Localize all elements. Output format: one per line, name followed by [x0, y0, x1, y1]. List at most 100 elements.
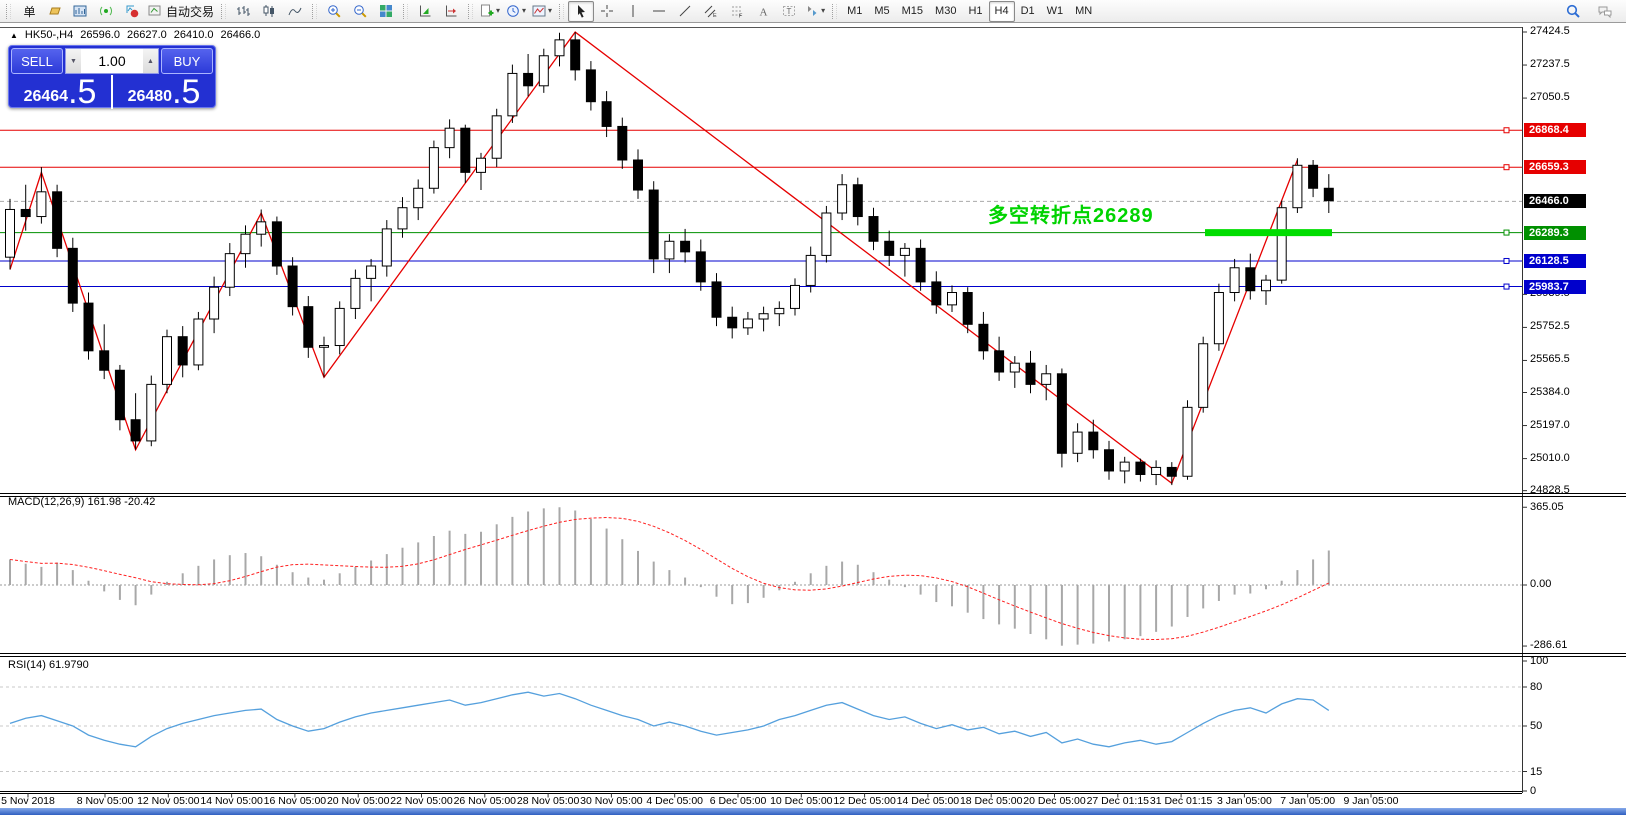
svg-text:E: E [713, 13, 717, 18]
auto-trading-icon [148, 5, 161, 16]
text-label-icon: T [783, 6, 796, 16]
timeframe-m1-button[interactable]: M1 [847, 5, 863, 17]
chart-period-button[interactable]: ▾ [503, 1, 529, 22]
crosshair-icon [601, 5, 614, 17]
timeframe-h1-button[interactable]: H1 [968, 5, 983, 17]
arrows-button[interactable]: ▾ [802, 1, 828, 22]
vertical-line-button[interactable] [620, 1, 646, 22]
time-axis-label: 7 Jan 05:00 [1280, 795, 1336, 807]
macd-axis-tick: 0.00 [1530, 578, 1552, 590]
arrange-a-button[interactable] [412, 1, 438, 22]
symbol-name: HK50-,H4 [24, 29, 74, 41]
zoom-in-button[interactable] [321, 1, 347, 22]
fibonacci-button[interactable]: F [724, 1, 750, 22]
timeframe-m15-button[interactable]: M15 [901, 5, 924, 17]
toolbar-group-handle [312, 3, 318, 19]
chat-icon [1598, 6, 1612, 18]
time-axis-label: 20 Nov 05:00 [326, 795, 390, 807]
arrange-a-icon [420, 5, 431, 17]
time-axis-label: 26 Nov 05:00 [453, 795, 517, 807]
timeframe-h4-button[interactable]: H4 [988, 0, 1015, 22]
cursor-icon [578, 5, 586, 18]
svg-text:A: A [760, 7, 768, 19]
price-axis-tick: 25010.0 [1530, 451, 1570, 464]
market-button[interactable] [119, 1, 145, 22]
sell-button[interactable]: SELL [11, 48, 63, 74]
toolbar-group-handle [559, 3, 565, 19]
sell-price[interactable]: 26464 .5 [9, 75, 112, 109]
time-axis-label: 10 Dec 05:00 [770, 795, 833, 807]
quote-close: 26466.0 [220, 29, 261, 41]
text-icon: A [760, 7, 768, 19]
text-button[interactable]: A [750, 1, 776, 22]
timeframe-m30-button[interactable]: M30 [935, 5, 957, 17]
timeframe-d1-button[interactable]: D1 [1020, 5, 1035, 17]
candle-chart-button[interactable] [256, 1, 282, 22]
crosshair-button[interactable] [594, 1, 620, 22]
text-label-button[interactable]: T [776, 1, 802, 22]
auto-trading-button[interactable]: 自动交易 [145, 1, 217, 22]
window-bottom-strip [0, 808, 1626, 815]
time-axis-label: 27 Dec 01:15 [1086, 795, 1150, 807]
gold-button[interactable] [41, 1, 67, 22]
bar-chart-icon [237, 6, 251, 16]
timeframe-mn-button[interactable]: MN [1075, 5, 1093, 17]
arrange-b-button[interactable] [438, 1, 464, 22]
chart-frames [0, 27, 1626, 794]
rsi-axis-tick: 50 [1530, 720, 1543, 732]
chat-button[interactable] [1592, 1, 1618, 22]
trendline-icon [679, 5, 691, 17]
volume-decrease-button[interactable]: ▼ [66, 49, 81, 73]
price-badge: 26868.4 [1524, 123, 1586, 138]
time-axis-label: 9 Jan 05:00 [1343, 795, 1399, 807]
candles-layer [5, 32, 1334, 486]
chart-template-button[interactable]: ▾ [529, 1, 555, 22]
new-chart-button[interactable]: ▾ [477, 1, 503, 22]
time-axis-label: 28 Nov 05:00 [516, 795, 580, 807]
equidistant-channel-button[interactable]: E [698, 1, 724, 22]
candle-chart-icon [263, 5, 275, 17]
time-axis-label: 6 Dec 05:00 [709, 795, 767, 807]
arrows-icon [808, 6, 817, 16]
time-axis-label: 18 Dec 05:00 [959, 795, 1023, 807]
rsi-axis-tick: 80 [1530, 681, 1543, 693]
price-axis-tick: 27237.5 [1530, 58, 1570, 71]
volume-input[interactable] [81, 49, 143, 73]
new-order-button[interactable]: 单 [15, 1, 41, 22]
time-axis-label: 14 Dec 05:00 [896, 795, 960, 807]
trendline-button[interactable] [672, 1, 698, 22]
price-badge: 26128.5 [1524, 253, 1586, 268]
rsi-axis-tick: 100 [1530, 655, 1549, 667]
time-axis-label: 16 Nov 05:00 [263, 795, 327, 807]
price-axis-tick: 27050.5 [1530, 91, 1570, 104]
signals-icon [100, 6, 112, 16]
rsi-pane [0, 686, 1522, 772]
time-axis-label: 31 Dec 01:15 [1149, 795, 1213, 807]
volume-box: ▼ ▲ [65, 48, 159, 74]
price-badge: 26466.0 [1524, 194, 1586, 209]
buy-price[interactable]: 26480 .5 [112, 75, 215, 109]
search-button[interactable] [1560, 1, 1586, 22]
line-chart-button[interactable] [282, 1, 308, 22]
charts-window-button[interactable] [67, 1, 93, 22]
zoom-out-button[interactable] [347, 1, 373, 22]
timeframe-w1-button[interactable]: W1 [1046, 5, 1064, 17]
macd-pane [0, 507, 1522, 646]
signals-button[interactable] [93, 1, 119, 22]
buy-button[interactable]: BUY [161, 48, 213, 74]
time-axis-label: 4 Dec 05:00 [646, 795, 703, 807]
bar-chart-button[interactable] [230, 1, 256, 22]
time-axis-label: 22 Nov 05:00 [390, 795, 453, 807]
horizontal-line-button[interactable] [646, 1, 672, 22]
volume-increase-button[interactable]: ▲ [143, 49, 158, 73]
toolbar-group-handle [403, 3, 409, 19]
rsi-axis-tick: 0 [1530, 785, 1537, 797]
market-icon [126, 5, 139, 18]
timeframe-m5-button[interactable]: M5 [874, 5, 890, 17]
time-axis-label: 14 Nov 05:00 [200, 795, 263, 807]
chart-period-icon [507, 5, 519, 17]
cursor-button[interactable] [568, 0, 595, 22]
tile-windows-button[interactable] [373, 1, 399, 22]
horizontal-line-icon [653, 10, 666, 12]
